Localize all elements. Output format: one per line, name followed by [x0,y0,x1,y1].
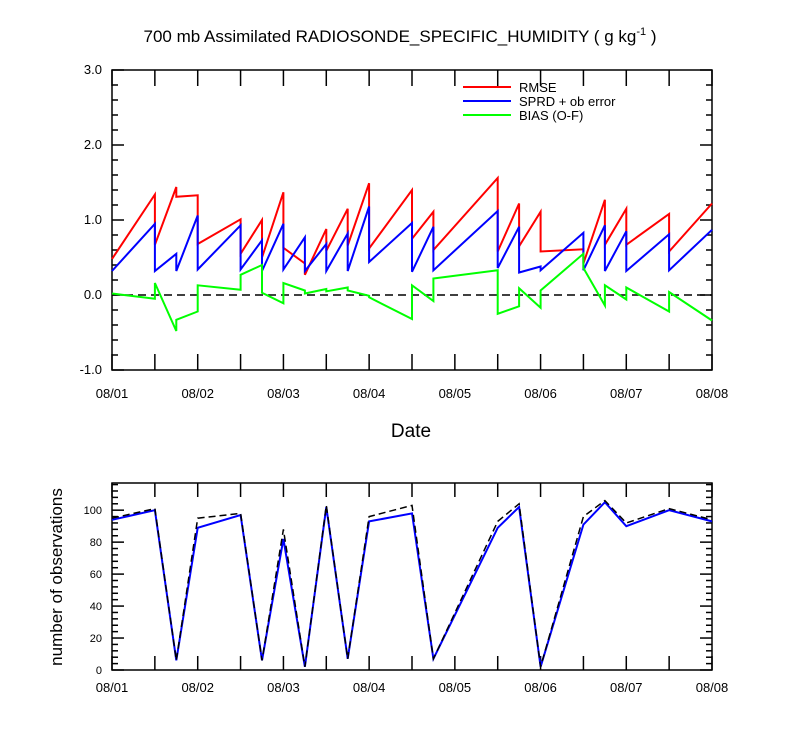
x-axis-label: Date [391,421,431,442]
x-tick-label: 08/03 [267,680,300,695]
series-line-bias-o-f [111,251,713,332]
x-tick-label: 08/02 [181,386,214,401]
x-tick-label: 08/05 [439,680,472,695]
x-tick-label: 08/04 [353,680,386,695]
x-tick-label: 08/03 [267,386,300,401]
x-tick-label: 08/06 [524,386,557,401]
x-tick-label: 08/08 [696,680,729,695]
legend-label: SPRD + ob error [519,94,616,109]
x-tick-label: 08/06 [524,680,557,695]
x-tick-label: 08/07 [610,386,643,401]
x-tick-label: 08/08 [696,386,729,401]
series-line-possible [111,499,713,668]
y-tick-label: 20 [90,633,102,645]
y-tick-label: 0 [96,665,102,677]
x-tick-label: 08/01 [96,680,129,695]
series-line-sprd-ob-error [111,206,713,275]
legend-label: BIAS (O-F) [519,108,583,123]
x-tick-label: 08/04 [353,386,386,401]
plot-frame [111,482,713,671]
x-tick-label: 08/07 [610,680,643,695]
y-axis-label-bottom: number of observations [47,488,66,666]
x-tick-label: 08/01 [96,386,129,401]
top-chart: 08/01 08/02 08/03 08/04 08/05 08/06 08/07 08/08… [80,62,729,401]
y-tick-label: 2.0 [84,137,102,152]
y-tick-label: 3.0 [84,62,102,77]
y-tick-label: 80 [90,537,102,549]
x-tick-label: 08/02 [181,680,214,695]
y-tick-label: 100 [84,505,102,517]
y-tick-label: -1.0 [80,362,102,377]
bottom-chart: 08/01 08/02 08/03 08/04 08/05 08/06 08/07 08/08… [84,482,729,695]
y-tick-label: 40 [90,601,102,613]
chart-title: 700 mb Assimilated RADIOSONDE_SPECIFIC_H… [144,26,657,46]
legend-label: RMSE [519,80,557,95]
x-tick-label: 08/05 [439,386,472,401]
y-tick-label: 60 [90,569,102,581]
y-tick-label: 1.0 [84,212,102,227]
y-tick-label: 0.0 [84,287,102,302]
series-line-assimilated [111,500,713,668]
